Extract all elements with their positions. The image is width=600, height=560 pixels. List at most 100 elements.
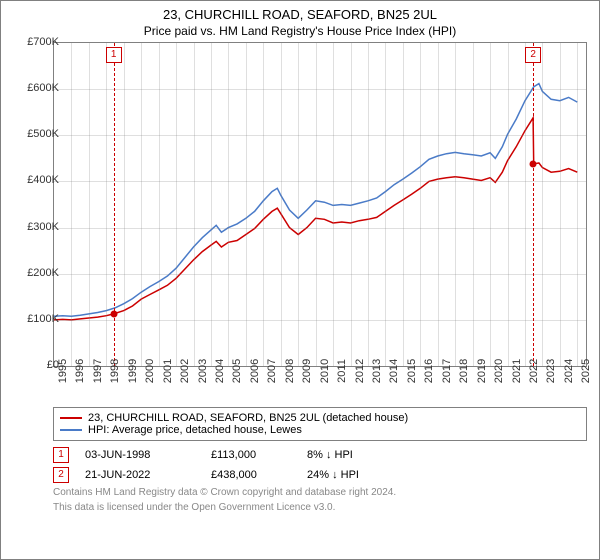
ytick-label: £500K — [27, 128, 59, 140]
xtick-label: 2002 — [179, 359, 191, 383]
gridline-v — [560, 43, 561, 366]
legend-item: 23, CHURCHILL ROAD, SEAFORD, BN25 2UL (d… — [60, 412, 580, 424]
xtick-label: 2010 — [319, 359, 331, 383]
gridline-v — [351, 43, 352, 366]
xtick-label: 2007 — [266, 359, 278, 383]
gridline-v — [490, 43, 491, 366]
note-price: £438,000 — [211, 469, 291, 481]
xtick-label: 2018 — [458, 359, 470, 383]
gridline-v — [159, 43, 160, 366]
ytick-label: £600K — [27, 82, 59, 94]
gridline-v — [455, 43, 456, 366]
gridline-v — [263, 43, 264, 366]
note-badge: 1 — [53, 447, 69, 463]
gridline-v — [176, 43, 177, 366]
gridline-v — [438, 43, 439, 366]
gridline-v — [473, 43, 474, 366]
xtick-label: 2005 — [231, 359, 243, 383]
xtick-label: 2004 — [214, 359, 226, 383]
note-date: 21-JUN-2022 — [85, 469, 195, 481]
gridline-h — [54, 89, 586, 90]
xtick-label: 2017 — [441, 359, 453, 383]
xtick-label: 2024 — [563, 359, 575, 383]
event-marker-dot — [110, 310, 117, 317]
gridline-v — [228, 43, 229, 366]
gridline-v — [89, 43, 90, 366]
gridline-v — [194, 43, 195, 366]
xtick-label: 1998 — [109, 359, 121, 383]
xtick-label: 2025 — [580, 359, 592, 383]
credit-line: Contains HM Land Registry data © Crown c… — [53, 487, 587, 498]
note-date: 03-JUN-1998 — [85, 449, 195, 461]
gridline-h — [54, 274, 586, 275]
xtick-label: 1999 — [127, 359, 139, 383]
note-delta: 8% ↓ HPI — [307, 449, 417, 461]
legend-label: 23, CHURCHILL ROAD, SEAFORD, BN25 2UL (d… — [88, 412, 408, 424]
ytick-label: £400K — [27, 174, 59, 186]
xtick-label: 2000 — [144, 359, 156, 383]
xtick-label: 2019 — [476, 359, 488, 383]
xtick-label: 1997 — [92, 359, 104, 383]
gridline-v — [298, 43, 299, 366]
gridline-v — [403, 43, 404, 366]
legend-swatch — [60, 429, 82, 431]
gridline-h — [54, 320, 586, 321]
xtick-label: 2012 — [354, 359, 366, 383]
gridline-v — [246, 43, 247, 366]
legend-item: HPI: Average price, detached house, Lewe… — [60, 424, 580, 436]
gridline-v — [577, 43, 578, 366]
gridline-h — [54, 135, 586, 136]
xtick-label: 2001 — [162, 359, 174, 383]
legend-box: 23, CHURCHILL ROAD, SEAFORD, BN25 2UL (d… — [53, 407, 587, 441]
page-title: 23, CHURCHILL ROAD, SEAFORD, BN25 2UL — [1, 1, 599, 22]
xtick-label: 2006 — [249, 359, 261, 383]
xtick-label: 1995 — [57, 359, 69, 383]
gridline-v — [420, 43, 421, 366]
credit-line: This data is licensed under the Open Gov… — [53, 502, 587, 513]
chart-plot-area: 12 — [53, 42, 587, 367]
gridline-h — [54, 181, 586, 182]
notes-table: 1 03-JUN-1998 £113,000 8% ↓ HPI 2 21-JUN… — [53, 447, 587, 483]
chart-container: 23, CHURCHILL ROAD, SEAFORD, BN25 2UL Pr… — [0, 0, 600, 560]
note-price: £113,000 — [211, 449, 291, 461]
gridline-v — [124, 43, 125, 366]
xtick-label: 2003 — [197, 359, 209, 383]
event-marker-line — [533, 43, 534, 366]
event-marker-badge: 2 — [525, 47, 541, 63]
legend-label: HPI: Average price, detached house, Lewe… — [88, 424, 302, 436]
ytick-label: £700K — [27, 36, 59, 48]
xtick-label: 2016 — [423, 359, 435, 383]
event-marker-badge: 1 — [106, 47, 122, 63]
xtick-label: 2011 — [336, 359, 348, 383]
gridline-v — [368, 43, 369, 366]
event-marker-dot — [530, 160, 537, 167]
gridline-v — [211, 43, 212, 366]
xtick-label: 2008 — [284, 359, 296, 383]
xtick-label: 2009 — [301, 359, 313, 383]
gridline-v — [71, 43, 72, 366]
ytick-label: £200K — [27, 267, 59, 279]
gridline-v — [106, 43, 107, 366]
xtick-label: 2020 — [493, 359, 505, 383]
ytick-label: £100K — [27, 313, 59, 325]
ytick-label: £300K — [27, 221, 59, 233]
xtick-label: 1996 — [74, 359, 86, 383]
note-row: 1 03-JUN-1998 £113,000 8% ↓ HPI — [53, 447, 587, 463]
gridline-v — [542, 43, 543, 366]
xtick-label: 2014 — [388, 359, 400, 383]
page-subtitle: Price paid vs. HM Land Registry's House … — [1, 22, 599, 42]
note-row: 2 21-JUN-2022 £438,000 24% ↓ HPI — [53, 467, 587, 483]
gridline-h — [54, 228, 586, 229]
xtick-label: 2013 — [371, 359, 383, 383]
xtick-label: 2021 — [511, 359, 523, 383]
xtick-label: 2015 — [406, 359, 418, 383]
chart-svg — [54, 43, 586, 366]
gridline-v — [316, 43, 317, 366]
gridline-v — [385, 43, 386, 366]
xtick-label: 2023 — [545, 359, 557, 383]
xtick-label: 2022 — [528, 359, 540, 383]
gridline-v — [525, 43, 526, 366]
note-delta: 24% ↓ HPI — [307, 469, 417, 481]
gridline-v — [281, 43, 282, 366]
gridline-v — [333, 43, 334, 366]
